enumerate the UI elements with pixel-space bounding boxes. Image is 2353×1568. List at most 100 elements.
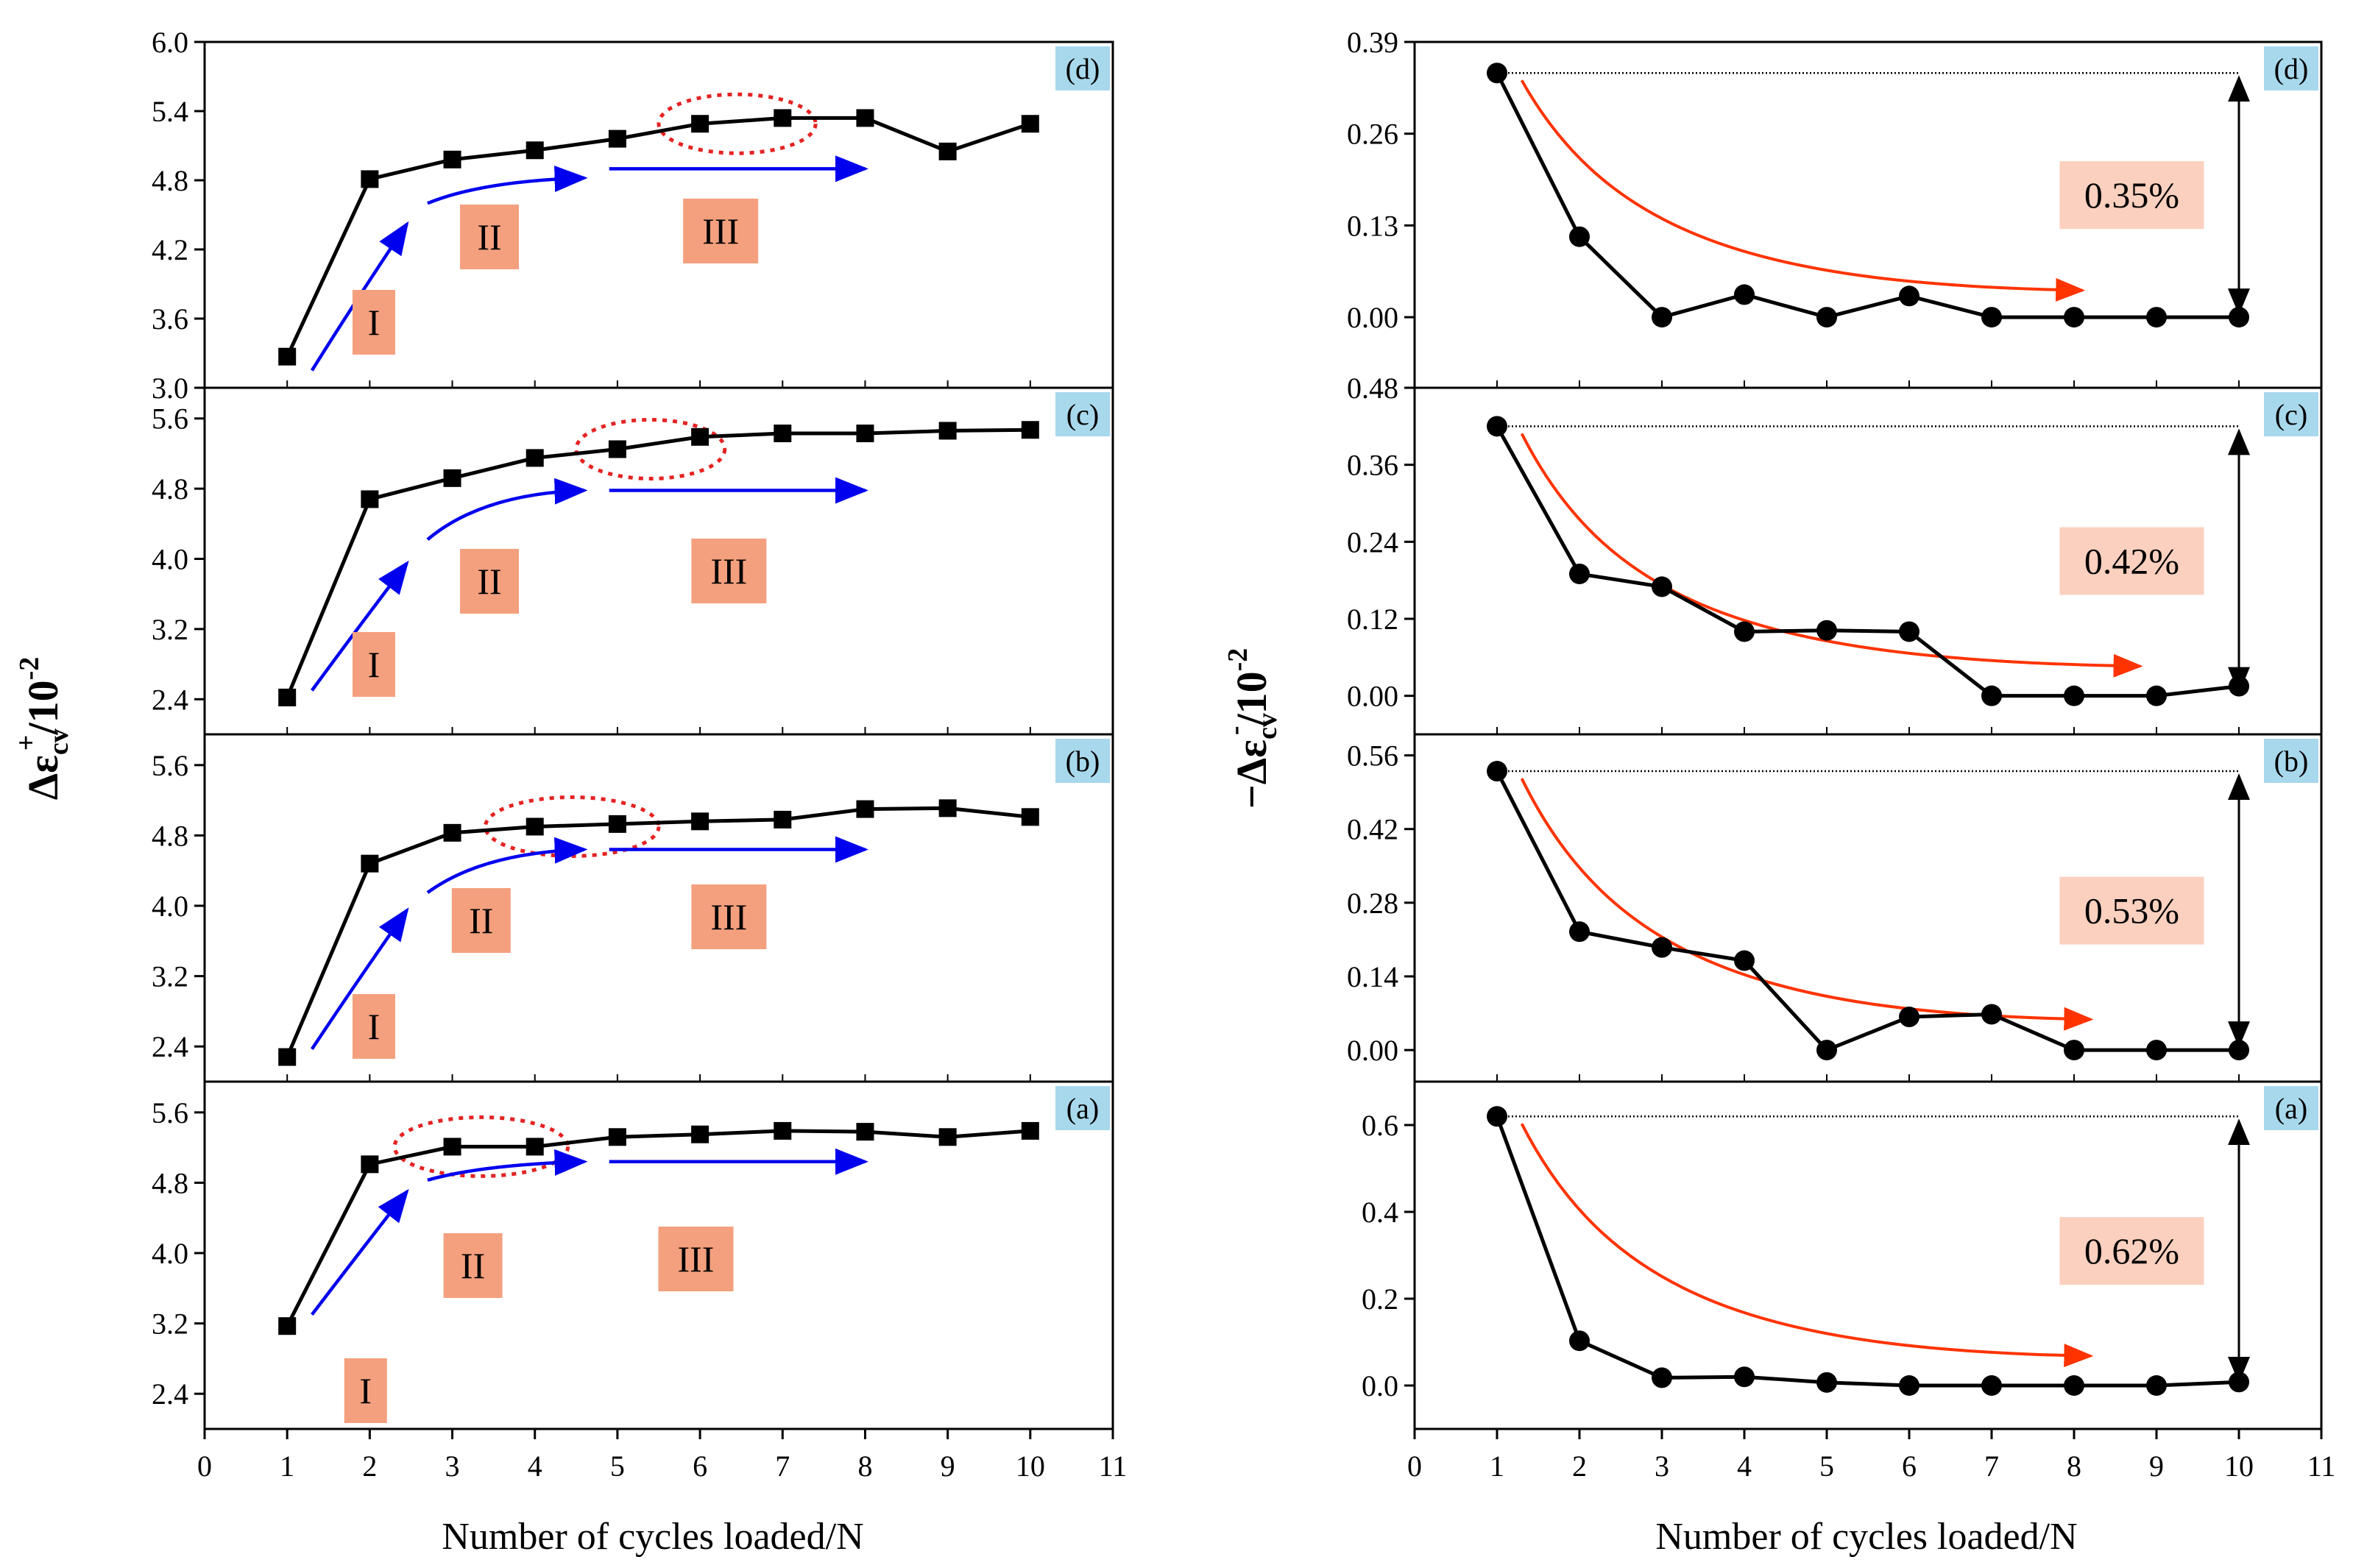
y-tick-label: 2.4 [152,683,188,716]
data-point [2229,675,2249,697]
panel-tag-box [2264,739,2318,783]
x-tick-label: 6 [1902,1450,1917,1483]
stage-arrow [426,837,588,894]
series-line [1495,1115,2240,1388]
annotation-label: 0.62% [2084,1230,2179,1271]
data-point [608,440,626,458]
data-point [2146,307,2167,328]
left-panel-c: 2.43.24.04.85.6 (c)III III [152,386,1114,736]
stage-label-box [352,994,395,1059]
y-tick-label: 0.4 [1362,1196,1398,1229]
x-tick-label: 0 [1407,1450,1422,1483]
y-tick-label: 0.39 [1347,26,1398,59]
y-tick-label: 0.0 [1362,1369,1398,1402]
data-point [1816,620,1837,641]
y-tick-label: 0.26 [1347,118,1398,151]
stage-label-box [658,1227,734,1291]
panel-frame [1413,1080,2323,1430]
data-point [278,1048,297,1066]
data-point [1487,63,1507,84]
data-point [856,109,874,127]
data-point [2229,307,2249,328]
y-tick-label: 3.2 [152,960,188,993]
y-tick-label: 2.4 [152,1030,188,1063]
trend-arrow [1520,1123,2094,1368]
x-tick-label: 9 [2149,1450,2164,1483]
x-tick-label: 5 [1819,1450,1834,1483]
stage-label: II [477,561,501,602]
stage-label: II [477,216,501,258]
highlight-ellipse [657,92,818,155]
y-tick-label: 0.12 [1347,603,1398,636]
annotation-label: 0.53% [2084,890,2179,932]
data-point [1899,621,1919,642]
stage-label-box [451,888,511,953]
data-point [1021,115,1039,133]
stage-arrow [427,1149,588,1182]
stage-label: III [710,550,747,592]
stage-label-box [691,539,767,603]
x-tick-label: 3 [445,1450,460,1483]
trend-arrow [1520,778,2094,1031]
x-tick-label: 2 [362,1450,377,1483]
data-point [2229,1040,2249,1061]
stage-label: I [368,644,381,685]
data-point [856,1123,874,1141]
y-tick-label: 4.2 [152,233,188,266]
stage-label-box [352,290,395,355]
x-tick-label: 3 [1655,1450,1669,1483]
data-point [1569,563,1590,584]
right-panel-a: 0.0 0.2 0.4 0.6 (a) 0.62% 0 1 2 3 4 5 6 7 8 9 10 11 [1362,1080,2336,1483]
data-point [774,1121,792,1140]
data-point [608,130,626,148]
data-point [361,1155,379,1174]
data-point [691,1125,710,1143]
x-tick-label: 7 [775,1450,790,1483]
y-tick-label: 5.4 [152,95,188,128]
annotation-label: 0.35% [2084,174,2179,216]
data-point [1816,1372,1837,1393]
y-tick-label: 6.0 [152,26,188,59]
data-point [2064,307,2084,328]
highlight-ellipse [392,1115,570,1178]
data-point [2064,1375,2084,1396]
annotation-label: 0.42% [2084,541,2179,582]
data-point [1981,685,2002,706]
data-point [774,810,792,829]
panel-tag-label: (a) [1066,1092,1099,1125]
data-point [1021,421,1039,439]
left-x-axis-title: Number of cycles loaded/N [442,1516,863,1558]
y-tick-label: 3.2 [152,613,188,646]
data-point [278,347,297,366]
x-tick-label: 11 [2307,1450,2336,1483]
panel-tag-box [2264,392,2318,436]
y-tick-label: 5.6 [152,1096,188,1129]
data-point [443,469,461,487]
y-tick-label: 0.56 [1347,739,1398,773]
stage-arrow [310,907,409,1051]
stage-label-box [460,205,520,269]
stage-label: I [359,1370,372,1411]
data-point [938,142,957,160]
series-line [1495,72,2239,319]
y-tick-label: 4.0 [152,1237,188,1270]
stage-label: III [710,896,747,937]
annotation-box [2059,527,2204,595]
data-point [938,422,957,440]
y-tick-label: 0.24 [1347,525,1398,558]
panel-tag-label: (b) [2274,745,2309,778]
panel-tag-box [2264,46,2318,91]
data-point [2064,685,2084,706]
panel-tag-box [1055,739,1110,783]
stage-label: III [678,1238,715,1280]
x-tick-label: 2 [1572,1450,1587,1483]
data-point [1021,808,1039,826]
data-point [1734,950,1755,971]
stage-label: III [702,210,739,252]
x-tick-label: 6 [693,1450,707,1483]
stage-arrow [426,478,588,542]
y-tick-label: 0.00 [1347,680,1398,713]
data-point [1652,307,1672,328]
y-tick-label: 0.00 [1347,1034,1398,1067]
